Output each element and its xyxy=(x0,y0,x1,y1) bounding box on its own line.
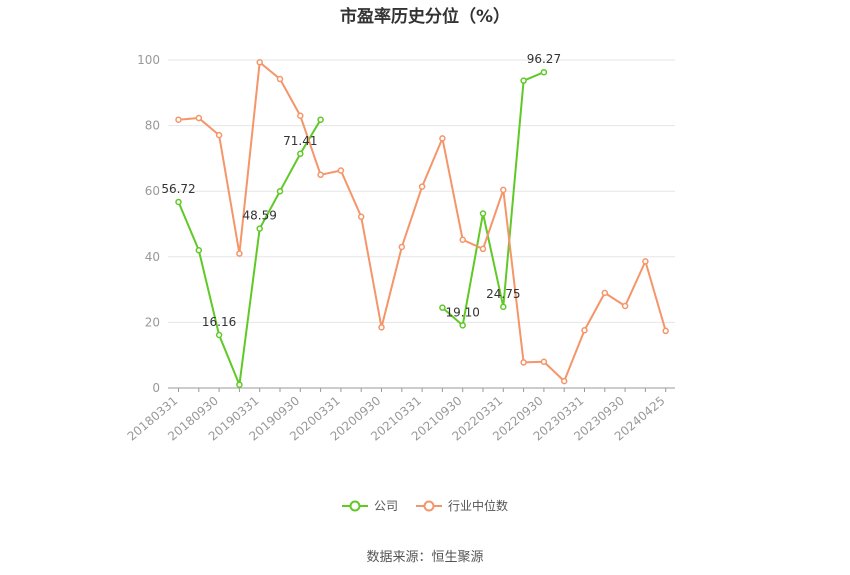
y-tick-label: 40 xyxy=(145,250,160,264)
data-label: 19.10 xyxy=(446,305,480,319)
legend-item-industry-median[interactable]: 行业中位数 xyxy=(416,497,508,514)
industry-median-data-point xyxy=(560,377,568,385)
legend: 公司 行业中位数 xyxy=(0,497,850,514)
y-tick-label: 0 xyxy=(152,381,160,395)
company-data-point xyxy=(479,210,487,217)
company-data-point xyxy=(297,150,304,158)
company-data-point xyxy=(276,187,284,195)
industry-median-data-point xyxy=(642,258,649,265)
company-data-point xyxy=(520,77,527,84)
company-data-point xyxy=(317,116,324,123)
industry-median-data-point xyxy=(175,116,182,123)
industry-median-data-point xyxy=(581,327,588,334)
legend-company-line-icon xyxy=(341,500,368,511)
data-label-layer: 56.72 16.16 48.59 71.41 19.10 24.75 96.27 xyxy=(161,52,561,329)
industry-median-data-point xyxy=(459,236,466,243)
industry-median-data-point xyxy=(601,289,609,297)
industry-median-data-point xyxy=(276,75,284,83)
legend-industry-line-icon xyxy=(416,500,442,511)
data-label: 48.59 xyxy=(243,209,277,223)
industry-median-data-point xyxy=(215,131,223,139)
industry-median-data-point xyxy=(317,171,324,179)
industry-median-data-point xyxy=(398,243,406,251)
company-data-point xyxy=(500,303,507,311)
industry-median-data-point xyxy=(500,186,507,194)
data-label: 96.27 xyxy=(527,52,561,66)
data-source: 数据来源：恒生聚源 xyxy=(366,550,484,565)
data-label: 16.16 xyxy=(202,315,236,329)
industry-median-data-point xyxy=(479,245,487,253)
industry-median-data-point xyxy=(337,167,345,174)
industry-median-data-point xyxy=(256,59,263,66)
y-tick-label: 20 xyxy=(145,315,160,329)
company-data-point xyxy=(540,68,548,76)
company-series-line xyxy=(441,71,545,327)
legend-industry-median-label: 行业中位数 xyxy=(448,499,509,513)
data-label: 71.41 xyxy=(283,134,317,148)
industry-median-data-point xyxy=(236,250,243,257)
y-tick-label: 60 xyxy=(145,184,160,198)
industry-median-data-point xyxy=(520,359,527,366)
company-series-line xyxy=(177,119,322,386)
y-tick-label: 100 xyxy=(137,53,160,67)
industry-median-data-point xyxy=(662,327,669,335)
industry-median-data-point xyxy=(378,324,385,331)
company-data-point xyxy=(175,198,182,206)
industry-median-data-point xyxy=(540,358,548,366)
industry-median-data-point xyxy=(297,112,304,120)
series-layer xyxy=(175,59,669,388)
industry-median-data-point xyxy=(621,302,629,310)
industry-median-data-point xyxy=(195,114,203,122)
industry-median-data-point xyxy=(418,183,426,190)
y-tick-label: 80 xyxy=(145,119,160,133)
company-data-point xyxy=(195,246,203,254)
company-data-point xyxy=(439,304,446,311)
industry-median-data-point xyxy=(439,135,446,142)
company-data-point xyxy=(459,322,466,329)
legend-company-label: 公司 xyxy=(373,499,398,513)
company-data-point xyxy=(256,225,263,232)
data-label: 24.75 xyxy=(486,287,520,301)
industry-median-data-point xyxy=(357,213,365,221)
legend-item-company[interactable]: 公司 xyxy=(341,497,398,514)
company-data-point xyxy=(236,381,243,388)
data-label: 56.72 xyxy=(161,182,195,196)
company-data-point xyxy=(215,331,223,339)
chart-title: 市盈率历史分位（%） xyxy=(339,7,511,27)
